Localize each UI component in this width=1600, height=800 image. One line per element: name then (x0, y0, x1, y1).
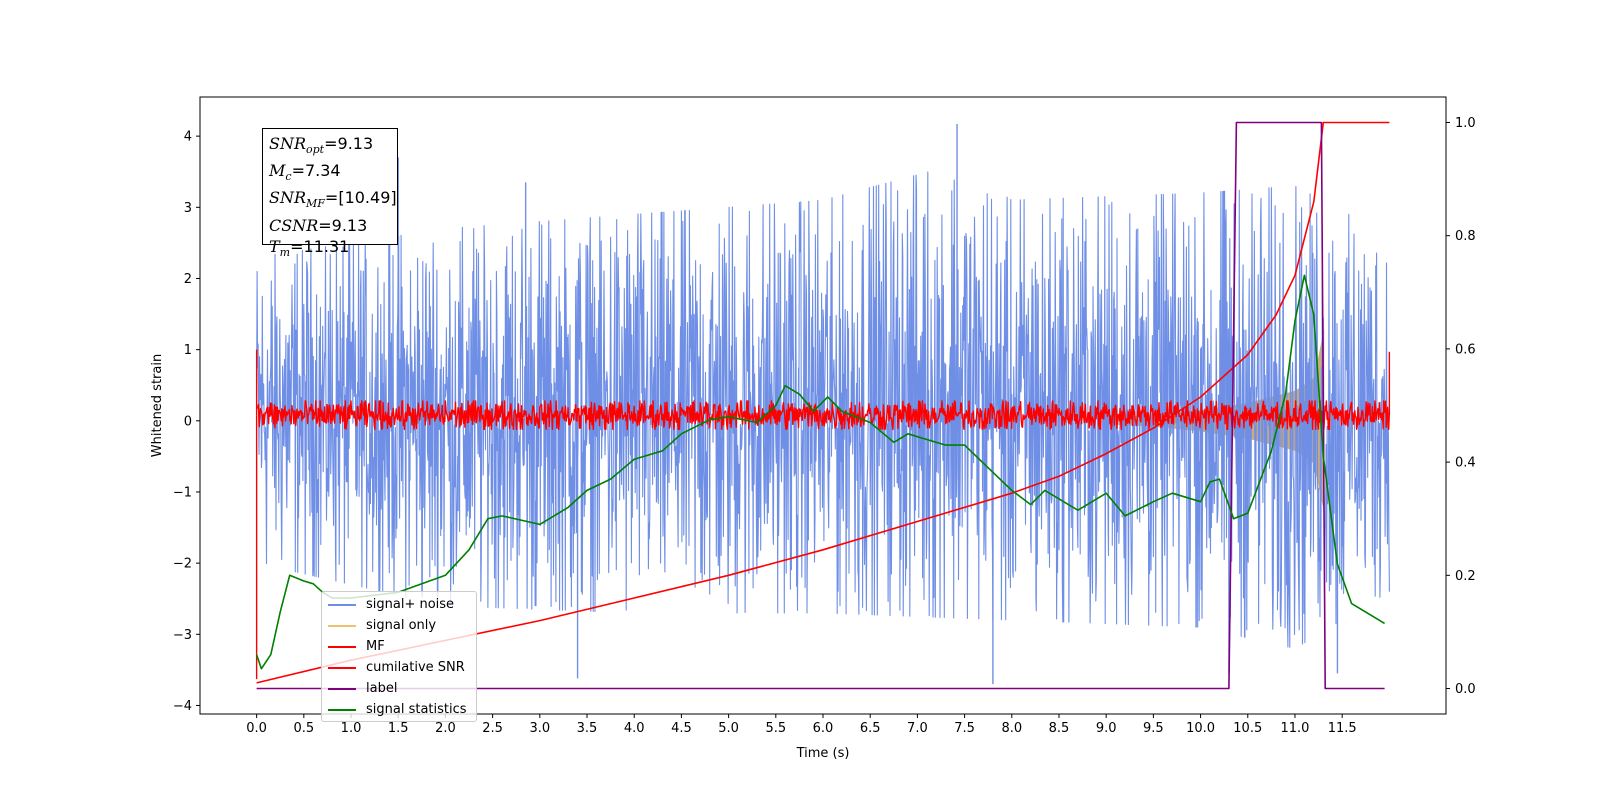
x-tick-label: 4.5 (671, 721, 692, 736)
legend-item-mf: MF (328, 636, 470, 657)
y2-tick-label: 0.6 (1455, 342, 1476, 357)
info-box: SNRopt=9.13 Mc=7.34 SNRMF=[10.49] CSNR=9… (262, 128, 398, 259)
series-3-line (256, 121, 1390, 684)
y2-tick-label: 0.4 (1455, 456, 1476, 471)
legend-item-signal-noise: signal+ noise (328, 594, 470, 615)
legend-swatch (328, 624, 356, 627)
series-0-line (256, 171, 1390, 648)
tick-layer: 0.0 0.5 1.0 1.5 2.0 2.5 3.0 3.5 4.0 4.5 5.0 5.5 6.0 6… (173, 116, 1476, 736)
y2-tick-label: 1.0 (1455, 116, 1476, 131)
info-tm: Tm=11.31 (269, 236, 350, 259)
y2-tick-label: 0.2 (1455, 569, 1476, 584)
y-tick-label: −3 (173, 628, 192, 643)
y2-tick-label: 0.8 (1455, 229, 1476, 244)
y-tick-label: −2 (173, 557, 192, 572)
x-tick-label: 2.0 (435, 721, 456, 736)
x-tick-label: 8.0 (1001, 721, 1022, 736)
legend-item-label: label (328, 678, 470, 699)
x-tick-label: 5.5 (765, 721, 786, 736)
y-tick-label: 1 (184, 343, 192, 358)
series-4-line (256, 121, 1385, 690)
info-snr-opt: SNRopt=9.13 (269, 134, 374, 157)
legend-swatch (328, 708, 356, 711)
x-tick-label: 5.0 (718, 721, 739, 736)
legend-item-signal-only: signal only (328, 615, 470, 636)
x-tick-label: 6.5 (860, 721, 881, 736)
legend-swatch (328, 603, 356, 606)
x-tick-label: 4.0 (624, 721, 645, 736)
x-tick-label: 1.5 (388, 721, 409, 736)
legend-item-cumulative-snr: cumilative SNR (328, 657, 470, 678)
x-axis-title: Time (s) (796, 746, 850, 761)
x-tick-label: 8.5 (1049, 721, 1070, 736)
x-tick-label: 10.5 (1233, 721, 1262, 736)
line-layer (255, 121, 1391, 690)
y-tick-label: 4 (184, 130, 192, 145)
x-tick-label: 0.0 (246, 721, 267, 736)
x-tick-label: 11.0 (1280, 721, 1309, 736)
series-2-line (255, 400, 1391, 430)
legend-swatch (328, 666, 356, 669)
legend-swatch (328, 687, 356, 690)
legend: signal+ noise signal only MF cumilative … (321, 591, 477, 722)
x-tick-label: 9.0 (1096, 721, 1117, 736)
info-mc: Mc=7.34 (269, 161, 341, 184)
x-tick-label: 7.5 (954, 721, 975, 736)
y-tick-label: 2 (184, 272, 192, 287)
y2-tick-label: 0.0 (1455, 682, 1476, 697)
legend-swatch (328, 645, 356, 648)
y-axis-title: Whitened strain (150, 354, 165, 457)
y-tick-label: −1 (173, 485, 192, 500)
x-tick-label: 7.0 (907, 721, 928, 736)
series-1-area (1106, 328, 1325, 514)
x-tick-label: 11.5 (1328, 721, 1357, 736)
x-tick-label: 1.0 (341, 721, 362, 736)
x-tick-label: 6.0 (813, 721, 834, 736)
y-tick-label: 0 (184, 414, 192, 429)
info-snr-mf: SNRMF=[10.49] (269, 188, 397, 211)
x-tick-label: 3.5 (577, 721, 598, 736)
x-tick-label: 0.5 (293, 721, 314, 736)
x-tick-label: 2.5 (482, 721, 503, 736)
x-tick-label: 10.0 (1186, 721, 1215, 736)
x-tick-label: 9.5 (1143, 721, 1164, 736)
fill-layer (1106, 328, 1325, 514)
x-tick-label: 3.0 (529, 721, 550, 736)
legend-item-signal-statistics: signal statistics (328, 699, 470, 720)
y-tick-label: −4 (173, 699, 192, 714)
info-csnr: CSNR=9.13 (269, 215, 368, 235)
y-tick-label: 3 (184, 201, 192, 216)
